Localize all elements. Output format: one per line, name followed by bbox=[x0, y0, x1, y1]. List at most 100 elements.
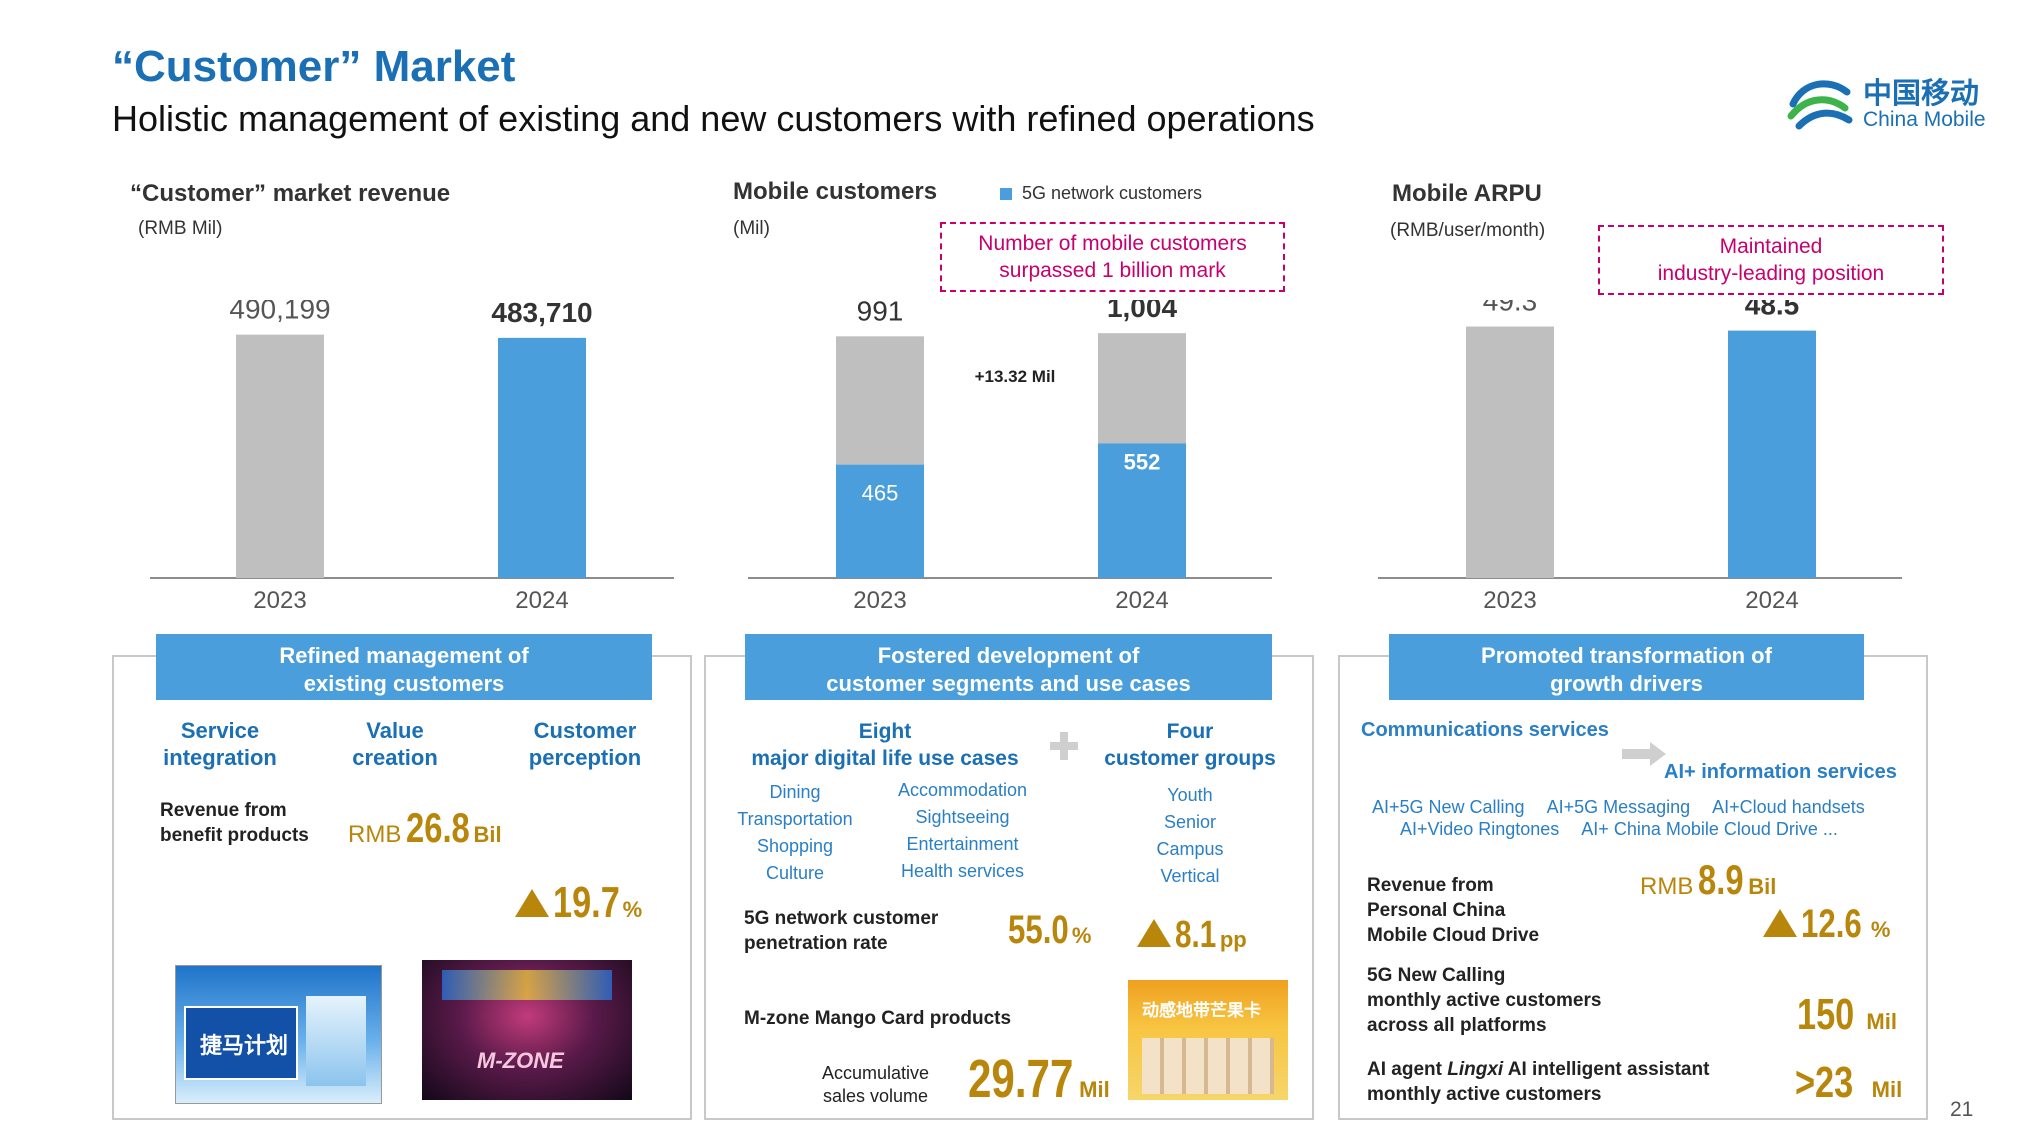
services-row: AI+5G New Calling AI+5G Messaging AI+Cloud… bbox=[1372, 796, 1865, 818]
banner-line: Promoted transformation of bbox=[1481, 643, 1772, 668]
banner-line: customer segments and use cases bbox=[826, 671, 1191, 696]
panel1-item-service-integration: Service integration bbox=[150, 717, 290, 771]
value-number: 29.77 bbox=[968, 1049, 1074, 1109]
label-line: Mobile Cloud Drive bbox=[1367, 925, 1540, 946]
label-line: AI agent Lingxi AI intelligent assistant bbox=[1367, 1057, 1709, 1082]
use-case: Entertainment bbox=[906, 834, 1019, 854]
cloud-drive-growth: 12.6% bbox=[1763, 902, 1890, 947]
banner-line: growth drivers bbox=[1550, 671, 1703, 696]
customer-group: Campus bbox=[1156, 839, 1224, 859]
panel1-growth: 19.7% bbox=[515, 878, 642, 928]
growth-number: 19.7 bbox=[553, 878, 620, 927]
panel2-use-cases-heading: Eight major digital life use cases bbox=[735, 718, 1035, 772]
plus-icon bbox=[1048, 730, 1080, 767]
value-number: 150 bbox=[1797, 990, 1855, 1039]
callout-line: industry-leading position bbox=[1657, 262, 1885, 285]
up-triangle-icon bbox=[515, 889, 549, 917]
legend-swatch bbox=[1000, 188, 1012, 201]
item-line: integration bbox=[163, 745, 277, 770]
label-line: 5G New Calling bbox=[1367, 965, 1506, 986]
data-label-5g-2024: 552 bbox=[1124, 449, 1161, 474]
china-mobile-logo-icon bbox=[1787, 80, 1853, 130]
bar-non5g-2024 bbox=[1098, 333, 1186, 444]
heading-line: Four bbox=[1166, 720, 1214, 743]
item-line: Value bbox=[366, 718, 424, 743]
from-communications: Communications services bbox=[1361, 719, 1609, 741]
panel3-banner: Promoted transformation of growth driver… bbox=[1389, 634, 1864, 700]
chart2-title: Mobile customers bbox=[733, 178, 938, 205]
service-item: AI+5G Messaging bbox=[1546, 797, 1691, 817]
heading-line: Eight bbox=[858, 720, 912, 743]
label-line: benefit products bbox=[160, 825, 309, 846]
chart1-plot: 490,199 2023 483,710 2024 bbox=[150, 300, 674, 614]
banner-line: Refined management of bbox=[279, 643, 529, 668]
use-case: Shopping bbox=[756, 836, 834, 856]
callout-line: Number of mobile customers bbox=[978, 232, 1247, 255]
use-case: Accommodation bbox=[897, 780, 1028, 800]
service-item: AI+Cloud handsets bbox=[1712, 797, 1865, 817]
value-unit: Mil bbox=[1871, 1077, 1903, 1102]
penetration-value: 55.0% bbox=[1008, 908, 1091, 953]
chart2-legend: 5G network customers bbox=[1000, 183, 1202, 204]
chart3-title: Mobile ARPU bbox=[1392, 180, 1542, 207]
value-prefix: RMB bbox=[1640, 873, 1694, 900]
label-line: Revenue from bbox=[1367, 875, 1494, 896]
heading-line: customer groups bbox=[1104, 747, 1276, 770]
penetration-label: 5G network customer penetration rate bbox=[744, 906, 938, 956]
panel2-groups-heading: Four customer groups bbox=[1095, 718, 1285, 772]
growth-number: 12.6 bbox=[1801, 902, 1862, 946]
chart2-callout: Number of mobile customers surpassed 1 b… bbox=[940, 222, 1285, 292]
value-unit: Mil bbox=[1866, 1009, 1897, 1034]
label-line: 5G network customer bbox=[744, 908, 939, 929]
to-ai-information: AI+ information services bbox=[1664, 761, 1897, 783]
tick-label-2024: 2024 bbox=[515, 587, 568, 614]
value-number: 8.9 bbox=[1697, 856, 1744, 903]
banner-line: existing customers bbox=[303, 671, 505, 696]
bar-non5g-2023 bbox=[836, 336, 924, 465]
tick-label-2024: 2024 bbox=[1115, 587, 1168, 614]
tick-label-2024: 2024 bbox=[1745, 587, 1798, 614]
label-line: monthly active customers bbox=[1367, 990, 1602, 1011]
ai-services-list: AI+5G New Calling AI+5G Messaging AI+Cloud… bbox=[1372, 796, 1865, 840]
value-unit: Mil bbox=[1079, 1077, 1110, 1102]
lingxi-label: AI agent Lingxi AI intelligent assistant… bbox=[1367, 1057, 1709, 1107]
value-unit: Bil bbox=[473, 822, 502, 847]
label-line: sales volume bbox=[823, 1086, 929, 1106]
use-case: Dining bbox=[769, 782, 821, 802]
services-row: AI+Video Ringtones AI+ China Mobile Cloud… bbox=[1372, 818, 1865, 840]
chart3-callout: Maintained industry-leading position bbox=[1598, 225, 1944, 295]
panel1-revenue-value: RMB 26.8 Bil bbox=[348, 804, 502, 852]
use-case: Transportation bbox=[737, 809, 853, 829]
cloud-drive-revenue: RMB 8.9 Bil bbox=[1640, 856, 1776, 904]
accumulative-value: 29.77 Mil bbox=[968, 1048, 1110, 1110]
bar-2024 bbox=[1728, 330, 1816, 578]
data-label-2023: 490,199 bbox=[229, 300, 330, 325]
customer-group: Vertical bbox=[1160, 866, 1220, 886]
growth-unit: % bbox=[1870, 917, 1891, 942]
total-label-2024: 1,004 bbox=[1107, 300, 1177, 323]
logo-text-en: China Mobile bbox=[1863, 108, 1986, 131]
value-unit: % bbox=[1071, 923, 1092, 948]
bar-2023 bbox=[1466, 326, 1554, 578]
tick-label-2023: 2023 bbox=[853, 587, 906, 614]
logo-text-cn: 中国移动 bbox=[1863, 78, 1980, 110]
chart2-unit: (Mil) bbox=[733, 218, 770, 239]
use-case: Sightseeing bbox=[915, 807, 1010, 827]
panel1-item-customer-perception: Customer perception bbox=[505, 717, 665, 771]
chart2-plot: 465 991 2023 552 1,004 2024 +13.32 Mil bbox=[748, 300, 1272, 614]
label-line: across all platforms bbox=[1367, 1015, 1547, 1036]
arrow-right-icon bbox=[1620, 740, 1668, 773]
image-caption: 捷马计划 bbox=[200, 1033, 289, 1058]
growth-unit: % bbox=[622, 897, 643, 922]
page-subtitle: Holistic management of existing and new … bbox=[112, 98, 1315, 139]
customer-group: Senior bbox=[1163, 812, 1217, 832]
china-mobile-logo: 中国移动 China Mobile bbox=[1785, 62, 2000, 142]
banner-line: Fostered development of bbox=[877, 643, 1140, 668]
image-caption: 动感地带芒果卡 bbox=[1142, 1001, 1261, 1020]
panel1-revenue-label: Revenue from benefit products bbox=[160, 798, 309, 848]
data-label-2024: 483,710 bbox=[491, 300, 592, 328]
bar-2024 bbox=[498, 337, 586, 578]
data-label-2024: 48.5 bbox=[1745, 300, 1800, 321]
page-number: 21 bbox=[1950, 1098, 1974, 1121]
item-line: Service bbox=[180, 718, 260, 743]
